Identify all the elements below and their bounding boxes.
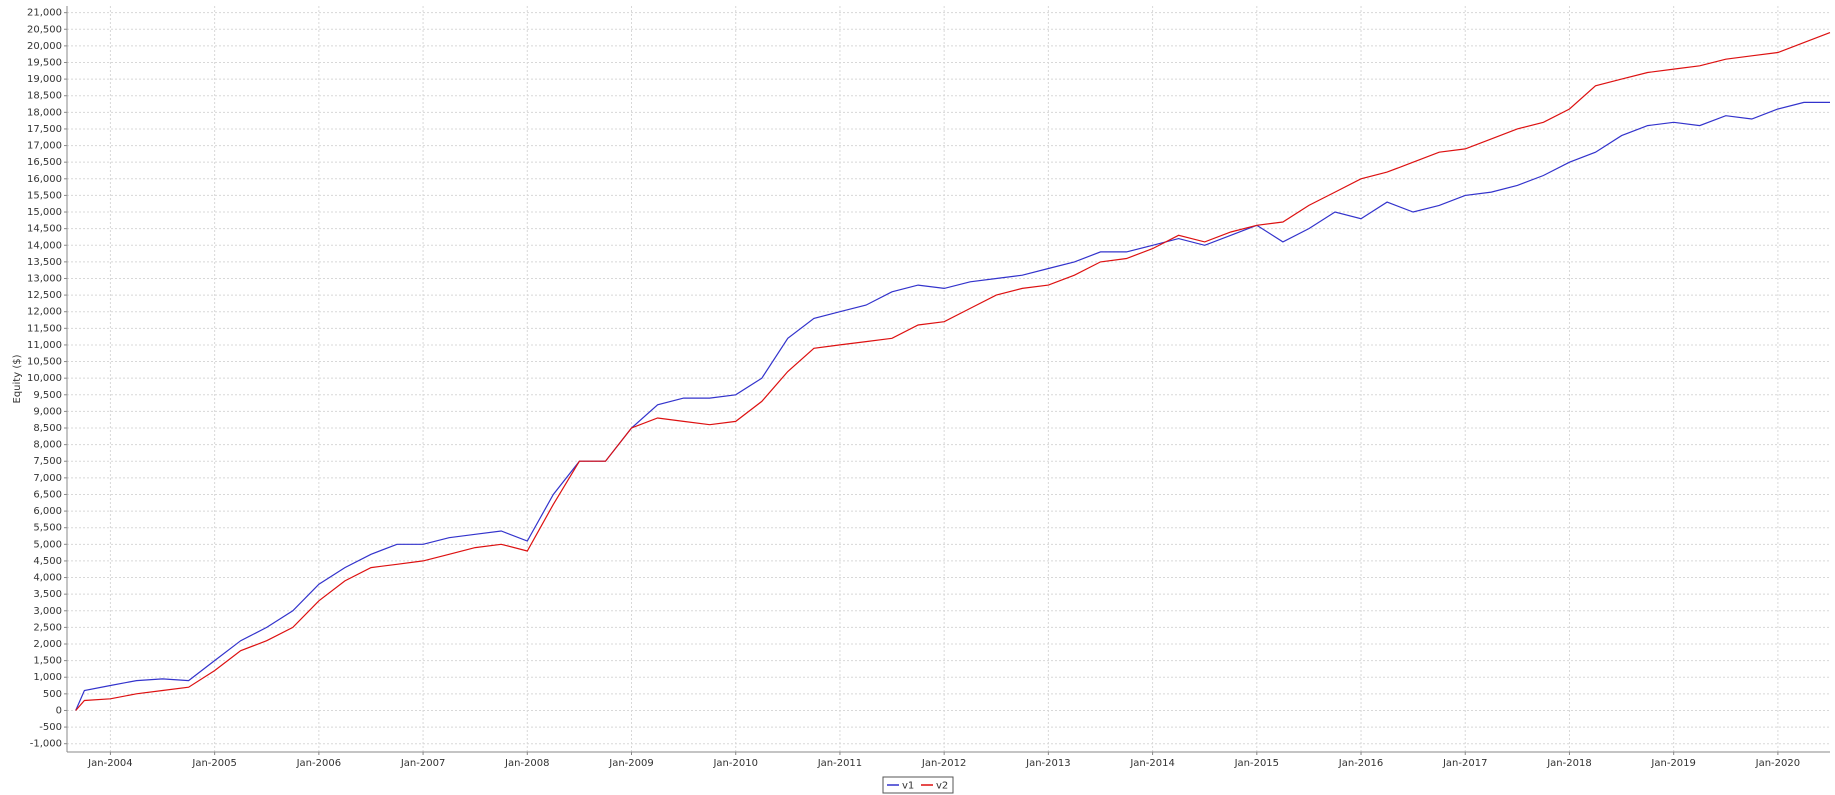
y-tick-label: 1,000 (33, 672, 62, 683)
y-tick-label: 10,500 (27, 357, 62, 368)
y-tick-label: 16,500 (27, 157, 62, 168)
y-tick-label: 6,500 (33, 489, 62, 500)
x-tick-label: Jan-2013 (1025, 758, 1070, 769)
y-tick-label: 16,000 (27, 174, 62, 185)
y-tick-label: 7,500 (33, 456, 62, 467)
y-tick-label: 5,500 (33, 523, 62, 534)
y-tick-label: 13,000 (27, 273, 62, 284)
legend-box (882, 776, 954, 794)
y-tick-label: 500 (43, 689, 62, 700)
y-tick-label: -500 (39, 722, 62, 733)
legend-label: v1 (902, 781, 914, 792)
x-tick-label: Jan-2015 (1234, 758, 1279, 769)
x-tick-label: Jan-2011 (817, 758, 862, 769)
y-tick-label: 9,000 (33, 406, 62, 417)
y-tick-label: 0 (56, 705, 62, 716)
y-tick-label: 15,500 (27, 190, 62, 201)
x-tick-label: Jan-2017 (1442, 758, 1487, 769)
y-tick-label: 11,500 (27, 323, 62, 334)
y-tick-label: 12,000 (27, 307, 62, 318)
y-tick-label: 12,500 (27, 290, 62, 301)
y-tick-label: 1,500 (33, 656, 62, 667)
x-tick-label: Jan-2006 (296, 758, 341, 769)
x-tick-label: Jan-2019 (1650, 758, 1695, 769)
y-tick-label: 18,000 (27, 107, 62, 118)
series-line (75, 32, 1831, 711)
y-tick-label: 4,500 (33, 556, 62, 567)
y-axis-label: Equity ($) (12, 354, 23, 403)
y-tick-label: -1,000 (30, 739, 62, 750)
y-tick-label: 18,500 (27, 91, 62, 102)
y-tick-label: 15,000 (27, 207, 62, 218)
y-tick-label: 20,500 (27, 24, 62, 35)
plot-area (67, 6, 1830, 752)
y-tick-label: 17,000 (27, 141, 62, 152)
legend-label: v2 (936, 781, 948, 792)
x-tick-label: Jan-2012 (921, 758, 966, 769)
x-tick-label: Jan-2009 (608, 758, 653, 769)
y-tick-label: 3,500 (33, 589, 62, 600)
x-tick-label: Jan-2010 (712, 758, 757, 769)
y-tick-label: 8,500 (33, 423, 62, 434)
y-tick-label: 21,000 (27, 8, 62, 19)
y-tick-label: 5,000 (33, 539, 62, 550)
y-tick-label: 9,500 (33, 390, 62, 401)
y-tick-label: 4,000 (33, 573, 62, 584)
y-tick-label: 7,000 (33, 473, 62, 484)
y-tick-label: 2,500 (33, 622, 62, 633)
y-tick-label: 13,500 (27, 257, 62, 268)
series-line (75, 101, 1830, 711)
y-tick-label: 14,000 (27, 240, 62, 251)
y-tick-label: 19,500 (27, 57, 62, 68)
y-tick-label: 17,500 (27, 124, 62, 135)
x-tick-label: Jan-2020 (1755, 758, 1800, 769)
x-tick-label: Jan-2016 (1338, 758, 1383, 769)
x-tick-label: Jan-2014 (1129, 758, 1174, 769)
x-tick-label: Jan-2007 (400, 758, 445, 769)
y-tick-label: 19,000 (27, 74, 62, 85)
y-tick-label: 14,500 (27, 224, 62, 235)
y-tick-label: 11,000 (27, 340, 62, 351)
y-tick-label: 2,000 (33, 639, 62, 650)
y-tick-label: 6,000 (33, 506, 62, 517)
x-tick-label: Jan-2005 (191, 758, 236, 769)
x-tick-label: Jan-2008 (504, 758, 549, 769)
y-tick-label: 10,000 (27, 373, 62, 384)
y-tick-label: 8,000 (33, 440, 62, 451)
x-tick-label: Jan-2018 (1546, 758, 1591, 769)
y-tick-label: 3,000 (33, 606, 62, 617)
x-tick-label: Jan-2004 (87, 758, 132, 769)
legend: v1 v2 (882, 776, 954, 794)
y-tick-label: 20,000 (27, 41, 62, 52)
